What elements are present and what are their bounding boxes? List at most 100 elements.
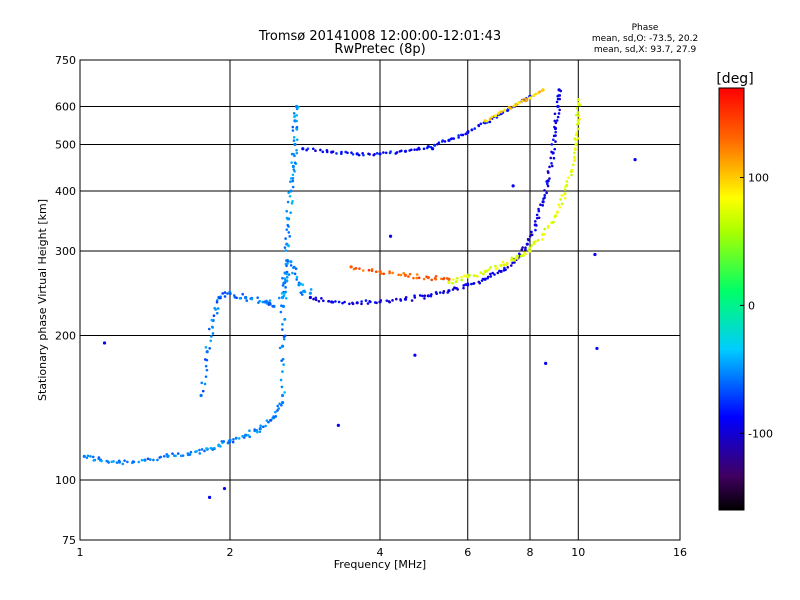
- y-tick-label: 400: [55, 185, 76, 198]
- data-point: [208, 347, 211, 350]
- data-point: [248, 429, 251, 433]
- data-point: [295, 275, 299, 279]
- x-axis-ticks: 1 2 4 6 8 10 16: [77, 546, 688, 559]
- series-f-region-column-2-6-mhz-: [278, 104, 300, 398]
- data-point: [565, 184, 569, 187]
- data-point: [309, 288, 313, 291]
- y-axis-ticks: 75 100 200 300 400 500 600 750: [55, 54, 76, 547]
- data-point: [483, 277, 487, 281]
- data-point: [285, 270, 289, 274]
- data-point: [289, 189, 293, 193]
- data-point: [285, 209, 289, 213]
- data-point: [373, 152, 376, 156]
- data-point: [207, 327, 211, 331]
- data-point: [237, 437, 241, 440]
- data-point: [213, 306, 216, 310]
- data-point: [534, 92, 538, 96]
- data-point: [506, 265, 510, 269]
- data-point: [302, 289, 306, 293]
- series-dispersed-column: [277, 259, 313, 300]
- data-point: [86, 454, 90, 458]
- data-point: [440, 277, 443, 281]
- data-point: [314, 149, 317, 152]
- data-point: [537, 209, 541, 213]
- data-point: [340, 150, 343, 154]
- data-point: [204, 364, 208, 368]
- data-point: [205, 350, 209, 354]
- data-point: [291, 199, 294, 203]
- data-point: [496, 271, 500, 275]
- x-tick-label: 10: [571, 546, 585, 559]
- data-point: [349, 265, 353, 269]
- data-point: [460, 275, 463, 279]
- y-axis-label: Stationary phase Virtual Height [km]: [36, 199, 49, 401]
- data-point: [362, 153, 365, 157]
- data-point: [400, 149, 403, 153]
- data-point: [295, 138, 299, 141]
- data-point: [575, 106, 579, 110]
- data-point: [280, 400, 285, 405]
- data-point: [289, 211, 292, 214]
- data-point: [272, 304, 276, 309]
- data-point: [256, 296, 259, 299]
- data-point: [382, 151, 385, 154]
- data-point: [578, 103, 582, 107]
- data-point: [509, 264, 513, 267]
- data-point: [454, 280, 458, 284]
- data-point: [282, 294, 286, 298]
- colorbar-ticks: -100 0 100: [740, 172, 773, 440]
- data-point: [82, 454, 86, 459]
- data-point: [284, 249, 288, 252]
- data-point: [385, 299, 389, 302]
- data-point: [203, 382, 207, 386]
- data-point: [541, 200, 545, 204]
- data-point: [361, 269, 365, 272]
- data-point: [388, 234, 393, 238]
- data-point: [311, 147, 315, 151]
- data-point: [573, 151, 576, 155]
- data-point: [426, 294, 430, 298]
- data-point: [269, 419, 273, 422]
- data-point: [447, 277, 451, 281]
- data-point: [162, 455, 166, 458]
- data-point: [442, 277, 445, 281]
- data-point: [293, 142, 297, 147]
- data-point: [276, 409, 279, 412]
- data-point: [282, 363, 285, 366]
- data-point: [422, 147, 426, 151]
- data-point: [343, 300, 346, 304]
- data-point: [434, 275, 438, 278]
- data-point: [199, 393, 203, 398]
- data-point: [335, 152, 338, 155]
- data-point: [354, 267, 358, 270]
- data-point: [573, 137, 576, 140]
- data-point: [293, 115, 296, 119]
- data-point: [294, 104, 299, 109]
- data-point: [545, 191, 548, 195]
- data-point: [573, 159, 576, 162]
- data-point: [574, 113, 578, 117]
- data-point: [489, 275, 493, 278]
- data-point: [426, 276, 430, 280]
- data-point: [283, 391, 286, 394]
- data-point: [295, 125, 299, 129]
- data-point: [541, 238, 544, 241]
- data-point: [346, 151, 349, 155]
- data-point: [550, 164, 554, 168]
- data-point: [541, 88, 545, 92]
- data-point: [280, 304, 283, 308]
- data-point: [530, 244, 533, 247]
- data-point: [286, 259, 290, 263]
- data-point: [368, 152, 371, 156]
- data-point: [219, 445, 222, 448]
- data-point: [546, 182, 549, 186]
- data-point: [276, 404, 279, 408]
- data-point: [210, 335, 213, 338]
- data-point: [556, 115, 560, 119]
- data-point: [526, 237, 530, 241]
- data-point: [529, 96, 532, 99]
- data-point: [289, 264, 293, 267]
- data-point: [285, 279, 289, 283]
- data-point: [544, 361, 548, 365]
- series-high-echo-x-branch: [483, 88, 545, 123]
